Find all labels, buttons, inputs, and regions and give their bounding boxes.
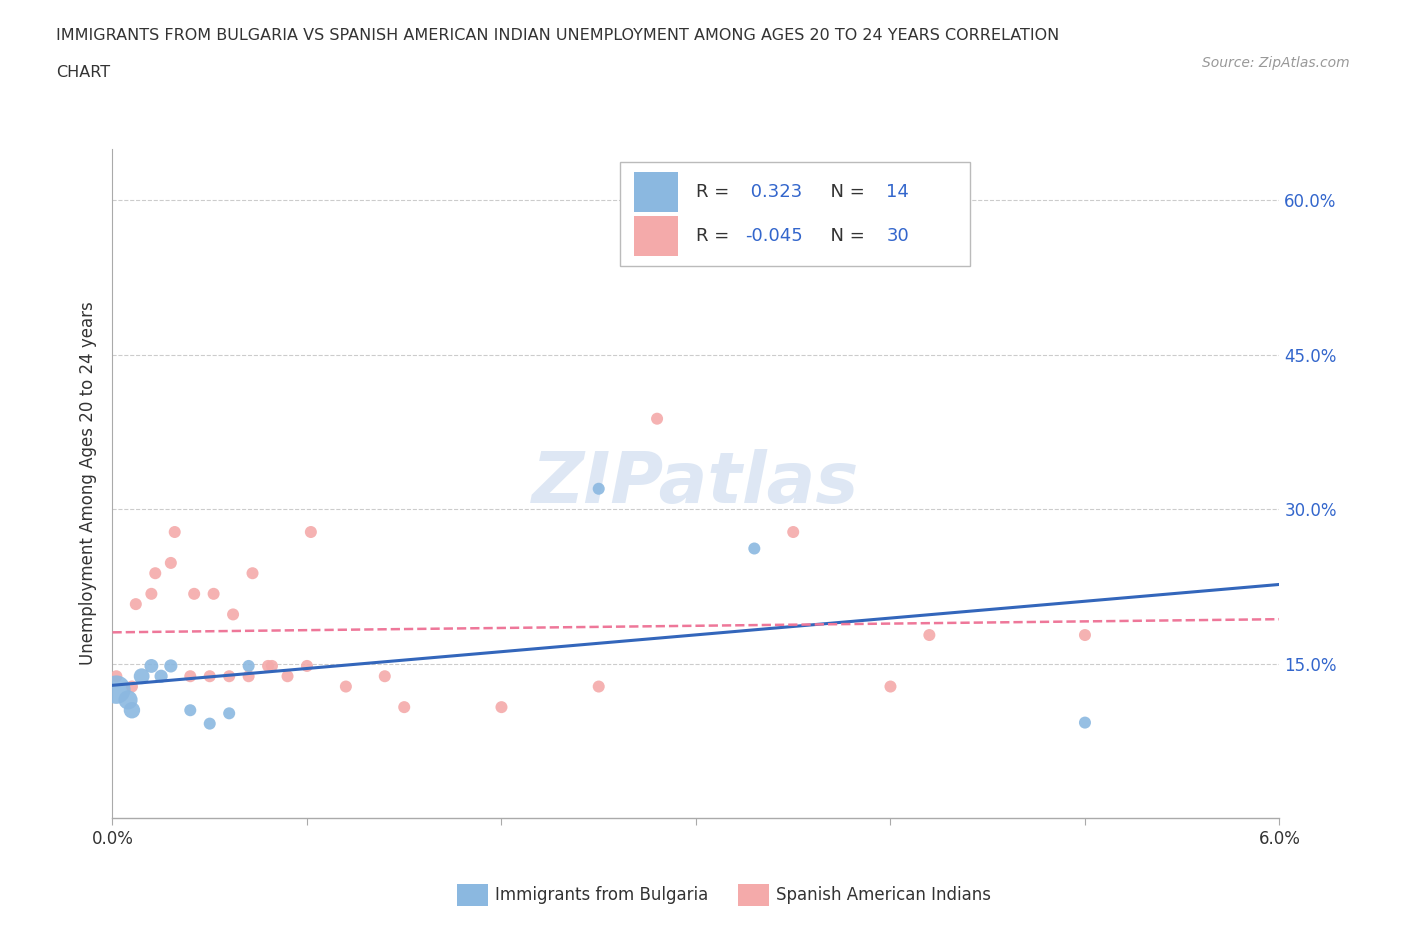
FancyBboxPatch shape — [634, 172, 679, 212]
Text: R =: R = — [696, 227, 735, 245]
Point — [335, 679, 357, 694]
Point — [105, 683, 128, 698]
Point — [198, 716, 221, 731]
Text: -0.045: -0.045 — [745, 227, 803, 245]
Point — [588, 482, 610, 497]
Point — [276, 669, 298, 684]
Point — [645, 411, 668, 426]
Point — [218, 669, 240, 684]
Point — [744, 541, 766, 556]
Text: Immigrants from Bulgaria: Immigrants from Bulgaria — [495, 885, 709, 904]
Point — [242, 565, 264, 580]
Point — [117, 693, 139, 708]
Point — [1074, 715, 1097, 730]
Text: 30: 30 — [886, 227, 908, 245]
Point — [588, 679, 610, 694]
Text: CHART: CHART — [56, 65, 110, 80]
Point — [105, 669, 128, 684]
Y-axis label: Unemployment Among Ages 20 to 24 years: Unemployment Among Ages 20 to 24 years — [79, 301, 97, 666]
Point — [394, 699, 416, 714]
Point — [179, 669, 201, 684]
Text: N =: N = — [818, 183, 870, 201]
Text: Spanish American Indians: Spanish American Indians — [776, 885, 991, 904]
Point — [143, 565, 166, 580]
Text: 0.323: 0.323 — [745, 183, 803, 201]
Point — [238, 658, 260, 673]
Point — [1074, 628, 1097, 643]
Point — [141, 658, 163, 673]
Text: IMMIGRANTS FROM BULGARIA VS SPANISH AMERICAN INDIAN UNEMPLOYMENT AMONG AGES 20 T: IMMIGRANTS FROM BULGARIA VS SPANISH AMER… — [56, 28, 1060, 43]
Point — [257, 658, 280, 673]
Point — [222, 607, 245, 622]
Text: Source: ZipAtlas.com: Source: ZipAtlas.com — [1202, 56, 1350, 70]
Point — [782, 525, 804, 539]
FancyBboxPatch shape — [634, 216, 679, 256]
Text: ZIPatlas: ZIPatlas — [533, 449, 859, 518]
Text: R =: R = — [696, 183, 735, 201]
Point — [163, 525, 186, 539]
Point — [125, 597, 148, 612]
Point — [121, 679, 143, 694]
Point — [160, 658, 183, 673]
Point — [183, 587, 205, 602]
Point — [218, 706, 240, 721]
Point — [160, 555, 183, 570]
Text: 14: 14 — [886, 183, 910, 201]
FancyBboxPatch shape — [620, 162, 970, 266]
Point — [374, 669, 396, 684]
Point — [260, 658, 283, 673]
Point — [202, 587, 225, 602]
Point — [198, 669, 221, 684]
Point — [299, 525, 322, 539]
Point — [238, 669, 260, 684]
Point — [879, 679, 901, 694]
Point — [150, 669, 173, 684]
Point — [295, 658, 318, 673]
Text: N =: N = — [818, 227, 870, 245]
Point — [141, 587, 163, 602]
Point — [491, 699, 513, 714]
Point — [121, 703, 143, 718]
Point — [131, 669, 153, 684]
Point — [179, 703, 201, 718]
Point — [918, 628, 941, 643]
